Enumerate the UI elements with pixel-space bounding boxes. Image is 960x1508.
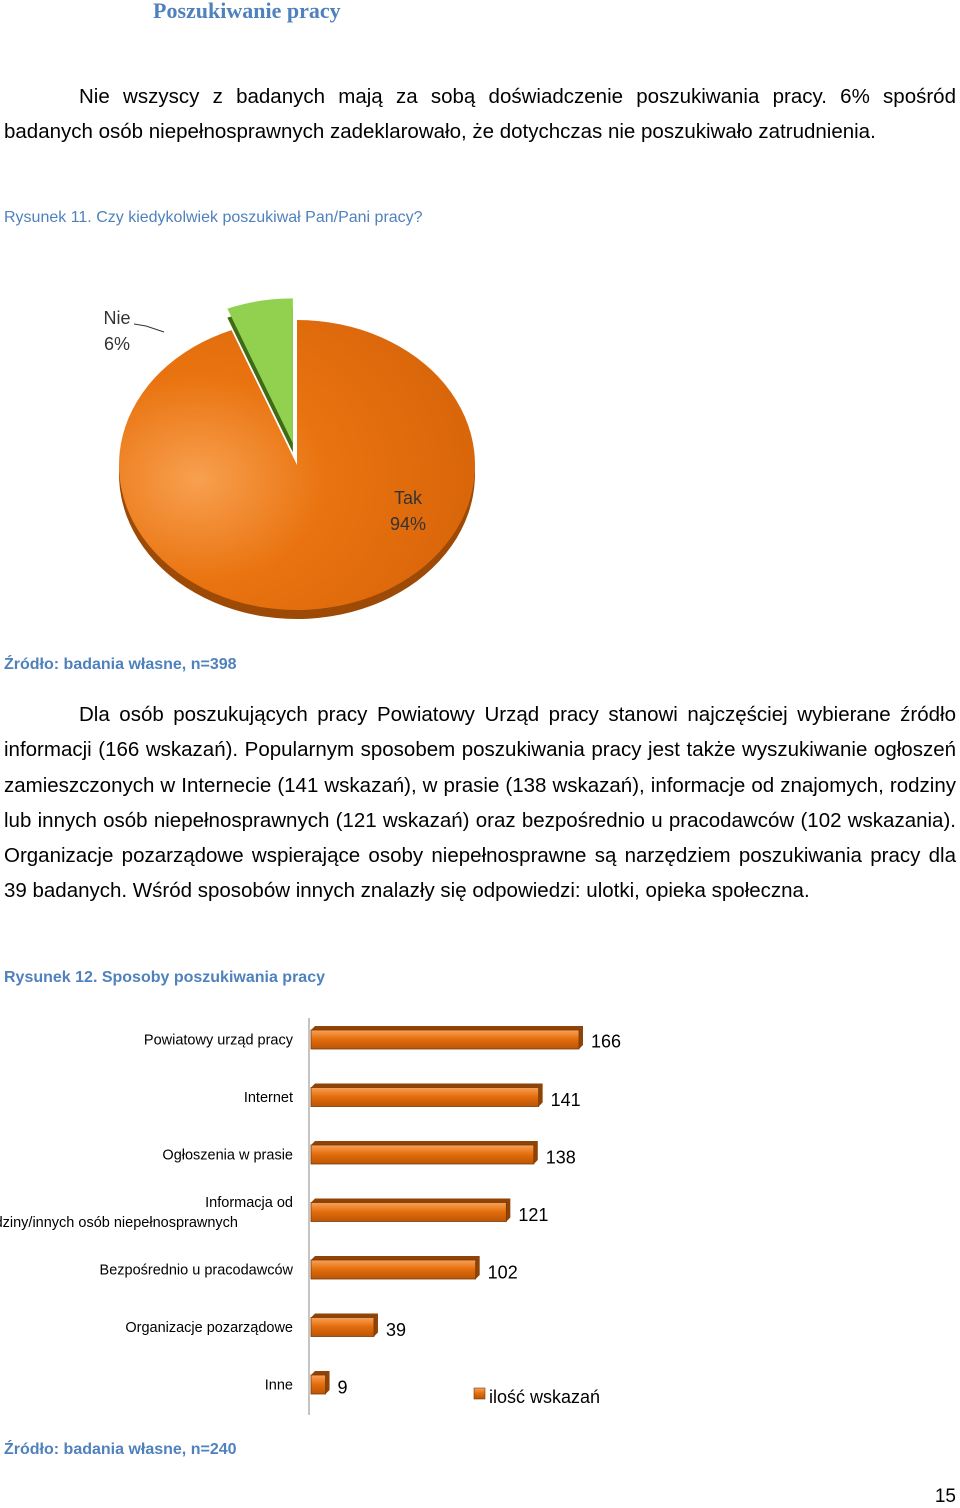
bar-value-label: 9 [338,1378,348,1398]
pie-slice-nie [227,298,293,444]
figure-11-caption: Rysunek 11. Czy kiedykolwiek poszukiwał … [4,209,423,226]
bar [310,1259,477,1280]
pie-chart: Tak 94% Nie 6% [103,298,476,619]
bar-category-label: Bezpośrednio u pracodawców [100,1263,294,1279]
page-number: 15 [934,1486,956,1507]
body-paragraph: Dla osób poszukujących pracy Powiatowy U… [4,703,956,903]
bar-category-label: Powiatowy urząd pracy [144,1033,294,1049]
figure-12-source: Źródło: badania własne, n=240 [4,1441,237,1458]
bar [310,1144,535,1165]
bar-value-label: 121 [518,1205,548,1225]
pie-label-nie: Nie [103,308,130,328]
pie-value-tak: 94% [390,514,426,534]
figure-12-caption: Rysunek 12. Sposoby poszukiwania pracy [4,969,325,986]
legend-label: ilość wskazań [489,1387,600,1407]
bar [310,1202,507,1222]
pie-value-nie: 6% [104,334,130,354]
bar-category-label: Organizacje pozarządowe [125,1320,293,1336]
legend-swatch [473,1387,486,1400]
bar [310,1029,580,1050]
bar-category-label: Ogłoszenia w prasie [162,1148,293,1164]
bar-value-label: 102 [488,1263,518,1283]
intro-paragraph: Nie wszyscy z badanych mają za sobą dośw… [4,85,956,144]
bar [310,1374,326,1395]
bar [310,1087,540,1107]
pie-slice-tak [118,320,476,610]
bar-value-label: 39 [386,1320,406,1340]
bar-value-label: 138 [546,1148,576,1168]
figure-11-source: Źródło: badania własne, n=398 [4,656,237,673]
bar-chart: Powiatowy urząd pracy 166 Internet 141 Ogłos… [0,1018,621,1415]
bar-category-label: Inne [265,1378,293,1394]
bar-value-label: 141 [551,1090,581,1110]
pie-leader-line-nie [133,323,165,333]
pie-label-tak: Tak [394,488,423,508]
bar [310,1317,375,1337]
bar-value-label: 166 [591,1032,621,1052]
bar-category-label: Internet [244,1090,293,1106]
section-heading: Poszukiwanie pracy [153,0,341,23]
